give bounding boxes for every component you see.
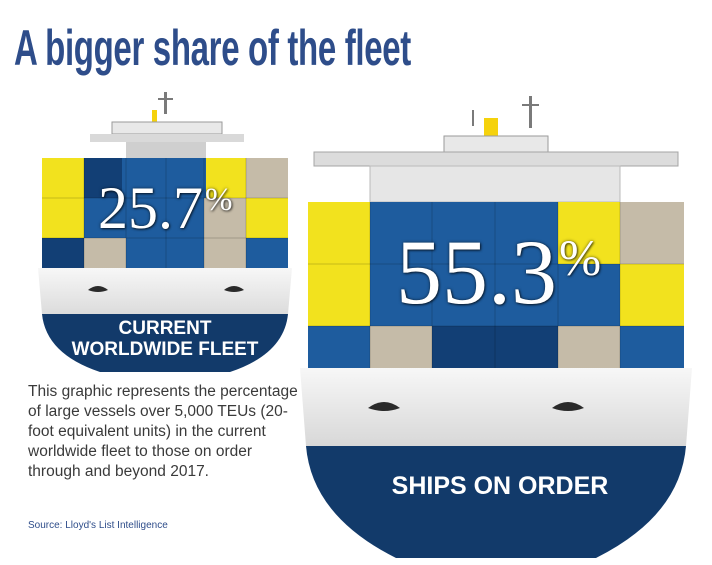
hull-lower	[306, 446, 686, 558]
hull-upper	[38, 268, 292, 314]
ship-on-order	[300, 96, 692, 558]
chart-title: A bigger share of the fleet	[14, 20, 411, 76]
label-line-1: CURRENT	[118, 318, 212, 339]
label-current-fleet: CURRENT WORLDWIDE FLEET	[60, 318, 270, 360]
description: This graphic represents the percentage o…	[28, 383, 298, 480]
bridge	[443, 135, 549, 153]
source-note: Source: Lloyd's List Intelligence	[28, 520, 168, 531]
percent-value: 25.7	[98, 175, 203, 241]
hull-lower	[42, 314, 288, 372]
mast-icon	[152, 92, 173, 124]
ship-current-fleet	[38, 92, 292, 372]
percent-current-fleet: 25.7%	[98, 178, 233, 238]
percent-value: 55.3	[396, 221, 557, 323]
container-stack	[308, 202, 684, 370]
hull-upper	[300, 368, 692, 446]
anchor-right-icon	[552, 402, 584, 411]
percent-symbol: %	[205, 181, 233, 218]
anchor-right-icon	[224, 286, 244, 292]
percent-symbol: %	[559, 230, 602, 287]
anchor-left-icon	[368, 402, 400, 411]
percent-on-order: 55.3%	[396, 226, 601, 318]
container-stack	[42, 158, 288, 270]
label-line-2: WORLDWIDE FLEET	[71, 339, 259, 360]
bridge	[111, 121, 223, 135]
anchor-left-icon	[88, 286, 108, 292]
label-on-order: SHIPS ON ORDER	[391, 472, 609, 500]
mast-icon	[472, 96, 539, 136]
